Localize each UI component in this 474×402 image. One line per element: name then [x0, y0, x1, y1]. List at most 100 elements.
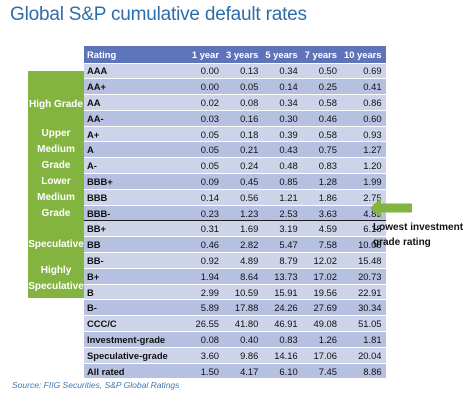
rate-value-cell: 0.21 [223, 141, 263, 159]
rate-value-cell: 8.86 [340, 363, 386, 380]
column-header-3-years: 3 years [223, 46, 263, 64]
rating-cell: A- [84, 157, 180, 175]
rate-value-cell: 3.63 [301, 205, 341, 222]
column-header-1-year: 1 year [180, 46, 223, 64]
rate-value-cell: 0.18 [223, 126, 263, 143]
rate-value-cell: 0.41 [340, 78, 386, 96]
rate-value-cell: 0.24 [223, 157, 263, 175]
rate-value-cell: 2.99 [180, 284, 223, 301]
rating-cell: A [84, 141, 180, 159]
grade-label-lower-grade: Grade [41, 208, 71, 219]
arrow-left-icon [370, 198, 412, 218]
rating-cell: Investment-grade [84, 331, 180, 348]
rate-value-cell: 0.58 [301, 94, 341, 111]
rate-value-cell: 41.80 [223, 315, 263, 333]
rate-value-cell: 1.86 [301, 189, 341, 206]
rating-cell: AAA [84, 63, 180, 80]
rate-value-cell: 15.91 [262, 284, 302, 301]
rate-value-cell: 1.20 [340, 157, 386, 175]
rate-value-cell: 1.28 [301, 173, 341, 190]
rate-value-cell: 20.04 [340, 347, 386, 364]
grade-label-high-grade: High Grade [29, 99, 83, 110]
rating-cell: A+ [84, 126, 180, 143]
table-row: B 2.99 10.59 15.91 19.56 22.91 [84, 284, 386, 301]
rate-value-cell: 0.05 [180, 157, 223, 175]
rate-value-cell: 1.23 [223, 205, 263, 222]
rate-value-cell: 1.27 [340, 141, 386, 159]
rate-value-cell: 0.83 [262, 331, 302, 348]
default-rates-table: Rating 1 year 3 years 5 years 7 years 10… [84, 46, 386, 380]
table-row: BB+ 0.31 1.69 3.19 4.59 6.18 [84, 220, 386, 238]
rate-value-cell: 7.45 [301, 363, 341, 380]
rate-value-cell: 51.05 [340, 315, 386, 333]
grade-label-speculative: Speculative [28, 239, 84, 250]
table-row: Investment-grade 0.08 0.40 0.83 1.26 1.81 [84, 331, 386, 348]
rating-cell: BB- [84, 252, 180, 269]
rating-cell: BBB- [84, 205, 180, 222]
table-row: A+ 0.05 0.18 0.39 0.58 0.93 [84, 126, 386, 143]
rate-value-cell: 7.58 [301, 236, 341, 254]
rate-value-cell: 1.50 [180, 363, 223, 380]
table-row: B+ 1.94 8.64 13.73 17.02 20.73 [84, 268, 386, 285]
rate-value-cell: 0.13 [223, 63, 263, 80]
column-header-7-years: 7 years [301, 46, 341, 64]
rating-cell: CCC/C [84, 315, 180, 333]
rate-value-cell: 0.86 [340, 94, 386, 111]
rate-value-cell: 24.26 [262, 299, 302, 317]
rate-value-cell: 5.47 [262, 236, 302, 254]
rate-value-cell: 19.56 [301, 284, 341, 301]
rate-value-cell: 0.05 [180, 126, 223, 143]
rate-value-cell: 0.00 [180, 78, 223, 96]
rate-value-cell: 8.64 [223, 268, 263, 285]
rate-value-cell: 30.34 [340, 299, 386, 317]
rate-value-cell: 0.02 [180, 94, 223, 111]
rating-cell: BB [84, 236, 180, 254]
rate-value-cell: 10.06 [340, 236, 386, 254]
rate-value-cell: 0.08 [180, 331, 223, 348]
rate-value-cell: 0.14 [180, 189, 223, 206]
rating-cell: BB+ [84, 220, 180, 238]
grade-category-column: High Grade Upper Medium Grade Lower Medi… [28, 71, 84, 298]
rate-value-cell: 3.60 [180, 347, 223, 364]
rate-value-cell: 49.08 [301, 315, 341, 333]
rate-value-cell: 2.82 [223, 236, 263, 254]
rate-value-cell: 0.08 [223, 94, 263, 111]
table-row: AA+ 0.00 0.05 0.14 0.25 0.41 [84, 78, 386, 96]
rate-value-cell: 0.50 [301, 63, 341, 80]
rate-value-cell: 0.00 [180, 63, 223, 80]
rate-value-cell: 10.59 [223, 284, 263, 301]
rate-value-cell: 46.91 [262, 315, 302, 333]
rate-value-cell: 20.73 [340, 268, 386, 285]
rate-value-cell: 12.02 [301, 252, 341, 269]
table-row: BB- 0.92 4.89 8.79 12.02 15.48 [84, 252, 386, 269]
rate-value-cell: 0.23 [180, 205, 223, 222]
rate-value-cell: 9.86 [223, 347, 263, 364]
rate-value-cell: 0.85 [262, 173, 302, 190]
rate-value-cell: 0.92 [180, 252, 223, 269]
grade-label-lower: Lower [41, 176, 71, 187]
source-note: Source: FIIG Securities, S&P Global Rati… [12, 380, 180, 390]
rating-cell: B- [84, 299, 180, 317]
rate-value-cell: 0.58 [301, 126, 341, 143]
rate-value-cell: 0.46 [180, 236, 223, 254]
rate-value-cell: 0.30 [262, 110, 302, 127]
rate-value-cell: 4.89 [223, 252, 263, 269]
column-header-5-years: 5 years [262, 46, 302, 64]
rate-value-cell: 0.31 [180, 220, 223, 238]
rate-value-cell: 17.06 [301, 347, 341, 364]
rate-value-cell: 0.25 [301, 78, 341, 96]
table-row: All rated 1.50 4.17 6.10 7.45 8.86 [84, 363, 386, 380]
rate-value-cell: 1.94 [180, 268, 223, 285]
rate-value-cell: 0.75 [301, 141, 341, 159]
grade-label-lower-medium: Medium [37, 192, 75, 203]
column-header-10-years: 10 years [340, 46, 386, 64]
rate-value-cell: 22.91 [340, 284, 386, 301]
rate-value-cell: 0.45 [223, 173, 263, 190]
rate-value-cell: 5.89 [180, 299, 223, 317]
table-row: AA 0.02 0.08 0.34 0.58 0.86 [84, 94, 386, 111]
rate-value-cell: 6.10 [262, 363, 302, 380]
grade-label-upper: Upper [41, 128, 71, 139]
rate-value-cell: 2.75 [340, 189, 386, 206]
rate-value-cell: 0.43 [262, 141, 302, 159]
rate-value-cell: 0.16 [223, 110, 263, 127]
